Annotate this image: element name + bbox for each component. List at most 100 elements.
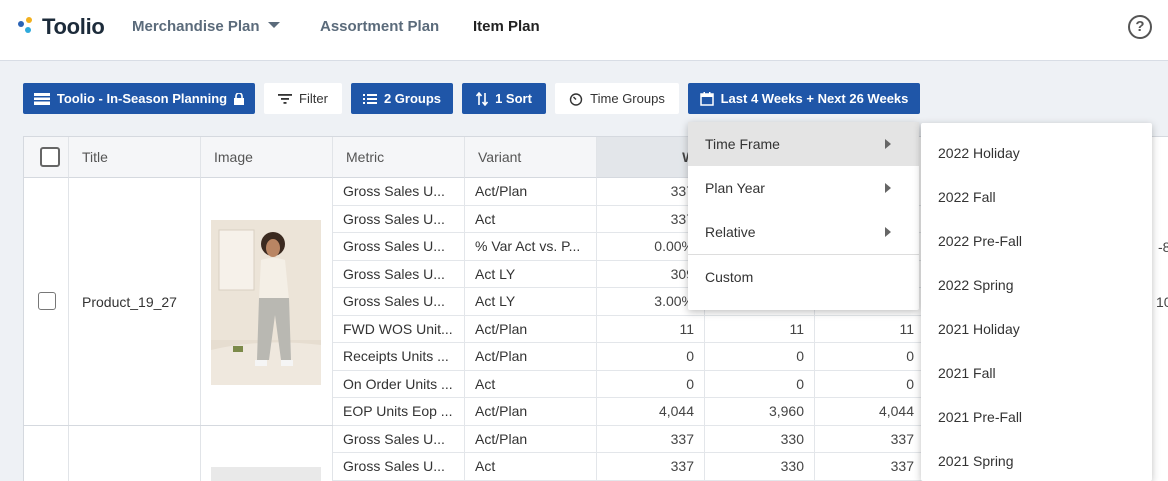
menu-item-label: Relative	[705, 224, 756, 240]
chevron-right-icon	[885, 183, 891, 193]
metric-cell: FWD WOS Unit...	[333, 315, 465, 343]
help-icon[interactable]: ?	[1128, 15, 1152, 39]
value-cell[interactable]: 4,044	[815, 398, 925, 426]
date-range-button[interactable]: Last 4 Weeks + Next 26 Weeks	[688, 83, 920, 114]
list-icon	[362, 93, 377, 104]
sort-button[interactable]: 1 Sort	[462, 83, 546, 114]
edge-value: -8	[1158, 239, 1168, 255]
value-cell[interactable]: 337	[597, 453, 705, 481]
filter-button[interactable]: Filter	[264, 83, 342, 114]
header-variant[interactable]: Variant	[465, 137, 597, 178]
metric-cell: Gross Sales U...	[333, 178, 465, 206]
chevron-down-icon	[267, 22, 280, 28]
group-divider	[24, 425, 333, 426]
sort-icon	[476, 91, 489, 106]
value-cell[interactable]: 4,044	[597, 398, 705, 426]
metric-cell: Receipts Units ...	[333, 343, 465, 371]
metric-cell: EOP Units Eop ...	[333, 398, 465, 426]
metric-cell: On Order Units ...	[333, 370, 465, 398]
value-cell[interactable]: 337	[815, 453, 925, 481]
header-title[interactable]: Title	[69, 137, 201, 178]
logo-text: Toolio	[42, 14, 105, 39]
menu-item-plan-year[interactable]: Plan Year	[688, 166, 919, 210]
submenu-item-2021-spring[interactable]: 2021 Spring	[938, 453, 1014, 469]
nav-merchandise-plan[interactable]: Merchandise Plan	[132, 18, 280, 35]
variant-cell: Act/Plan	[465, 398, 597, 426]
toolio-logo[interactable]: Toolio	[18, 14, 105, 40]
metric-cell: Gross Sales U...	[333, 260, 465, 288]
menu-item-relative[interactable]: Relative	[688, 210, 919, 254]
header-select-all	[24, 137, 69, 178]
variant-cell: Act LY	[465, 260, 597, 288]
value-cell[interactable]: 0	[705, 343, 815, 371]
metric-cell: Gross Sales U...	[333, 205, 465, 233]
submenu-item-2021-holiday[interactable]: 2021 Holiday	[938, 321, 1020, 337]
value-cell[interactable]: 330	[705, 453, 815, 481]
menu-item-custom[interactable]: Custom	[705, 269, 754, 285]
product-title: Product_19_27	[82, 294, 177, 310]
chevron-right-icon	[885, 139, 891, 149]
variant-cell: Act LY	[465, 288, 597, 316]
timer-icon	[569, 92, 583, 106]
submenu-item-2022-holiday[interactable]: 2022 Holiday	[938, 145, 1020, 161]
variant-cell: Act/Plan	[465, 178, 597, 206]
time-groups-button[interactable]: Time Groups	[555, 83, 679, 114]
groups-button[interactable]: 2 Groups	[351, 83, 453, 114]
logo-icon	[18, 17, 38, 37]
variant-cell: Act/Plan	[465, 315, 597, 343]
value-cell[interactable]: 0	[815, 370, 925, 398]
menu-item-label: Plan Year	[705, 180, 765, 196]
nav-item-plan[interactable]: Item Plan	[473, 18, 540, 35]
variant-cell: Act	[465, 370, 597, 398]
value-cell[interactable]: 11	[597, 315, 705, 343]
submenu-item-2022-pre-fall[interactable]: 2022 Pre-Fall	[938, 233, 1023, 249]
groups-label: 2 Groups	[383, 91, 442, 106]
lock-icon	[234, 92, 245, 105]
header-metric[interactable]: Metric	[333, 137, 465, 178]
value-cell[interactable]: 330	[705, 425, 815, 453]
value-cell[interactable]: 11	[815, 315, 925, 343]
filter-label: Filter	[299, 91, 328, 106]
plan-selector-button[interactable]: Toolio - In-Season Planning	[23, 83, 255, 114]
header-image[interactable]: Image	[201, 137, 333, 178]
column-divider	[332, 178, 333, 481]
value-cell[interactable]: 0	[597, 343, 705, 371]
submenu-item-2022-fall[interactable]: 2022 Fall	[938, 189, 996, 205]
edge-value: 10	[1156, 294, 1168, 310]
sort-label: 1 Sort	[495, 91, 532, 106]
value-cell[interactable]: 0	[705, 370, 815, 398]
nav-merchandise-label: Merchandise Plan	[132, 18, 260, 35]
submenu-item-2022-spring[interactable]: 2022 Spring	[938, 277, 1014, 293]
value-cell[interactable]: 337	[597, 425, 705, 453]
column-divider	[68, 178, 69, 481]
select-all-checkbox[interactable]	[40, 147, 60, 167]
time-groups-label: Time Groups	[590, 91, 665, 106]
variant-cell: Act	[465, 205, 597, 233]
metric-cell: Gross Sales U...	[333, 453, 465, 481]
metric-cell: Gross Sales U...	[333, 233, 465, 261]
value-cell[interactable]: 0	[815, 343, 925, 371]
variant-cell: Act/Plan	[465, 425, 597, 453]
product-image	[211, 220, 321, 385]
filter-icon	[278, 93, 293, 104]
value-cell[interactable]: 11	[705, 315, 815, 343]
date-range-menu: Time Frame Plan Year Relative Custom	[688, 122, 919, 310]
calendar-icon	[699, 91, 714, 106]
submenu-item-2021-pre-fall[interactable]: 2021 Pre-Fall	[938, 409, 1023, 425]
menu-divider	[688, 254, 919, 255]
plan-selector-label: Toolio - In-Season Planning	[56, 91, 228, 106]
variant-cell: Act	[465, 453, 597, 481]
nav-assortment-plan[interactable]: Assortment Plan	[320, 18, 440, 35]
value-cell[interactable]: 0	[597, 370, 705, 398]
product-image	[211, 467, 321, 481]
chevron-right-icon	[885, 227, 891, 237]
menu-item-time-frame[interactable]: Time Frame	[688, 122, 919, 166]
table-icon	[33, 92, 50, 105]
value-cell[interactable]: 3,960	[705, 398, 815, 426]
time-frame-submenu: 2022 Holiday 2022 Fall 2022 Pre-Fall 202…	[921, 123, 1152, 481]
row-checkbox[interactable]	[38, 292, 56, 310]
variant-cell: % Var Act vs. P...	[465, 233, 597, 261]
value-cell[interactable]: 337	[815, 425, 925, 453]
submenu-item-2021-fall[interactable]: 2021 Fall	[938, 365, 996, 381]
menu-item-label: Time Frame	[705, 136, 780, 152]
